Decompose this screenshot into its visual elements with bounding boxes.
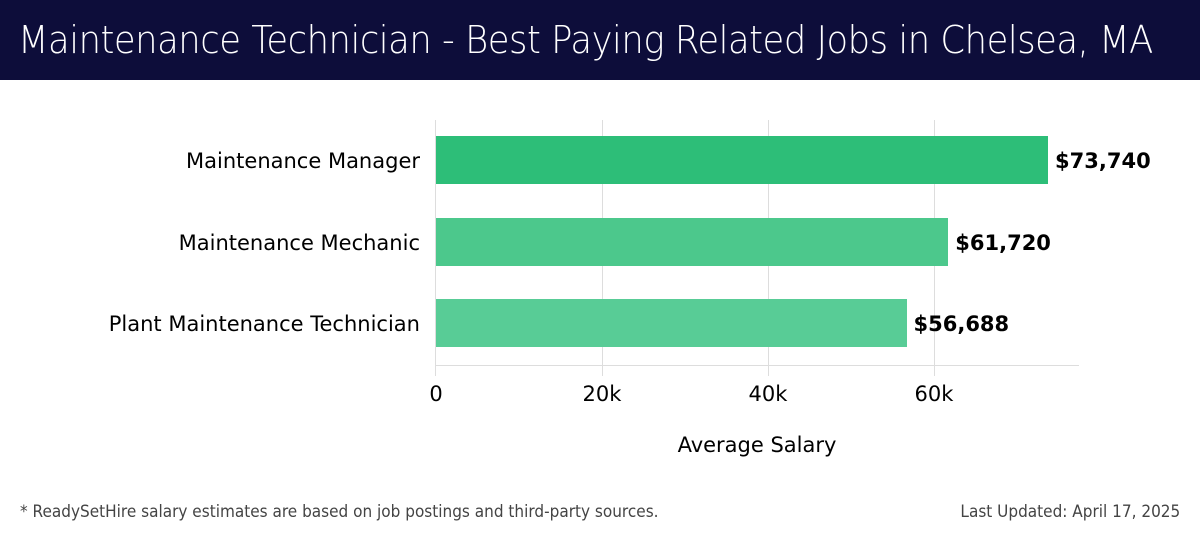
x-tick-label: 20k — [582, 382, 622, 406]
bar-value-label: $61,720 — [955, 231, 1051, 255]
bar — [436, 136, 1049, 184]
y-axis-line — [435, 120, 436, 376]
bar-value-label: $56,688 — [913, 312, 1010, 336]
bar — [436, 218, 949, 266]
bar-value-label: $73,740 — [1055, 149, 1151, 173]
category-label: Plant Maintenance Technician — [108, 312, 420, 336]
x-tick-label: 0 — [429, 382, 443, 406]
chart-header: Maintenance Technician - Best Paying Rel… — [0, 0, 1200, 80]
category-label: Maintenance Manager — [186, 149, 420, 173]
last-updated: Last Updated: April 17, 2025 — [960, 502, 1180, 522]
bar — [436, 299, 907, 347]
category-label: Maintenance Mechanic — [178, 231, 420, 255]
x-tick-label: 40k — [748, 382, 788, 406]
footnote: * ReadySetHire salary estimates are base… — [20, 502, 659, 522]
x-tick-label: 60k — [914, 382, 954, 406]
x-axis-line — [436, 365, 1079, 366]
chart-title: Maintenance Technician - Best Paying Rel… — [18, 18, 1153, 62]
x-axis-label: Average Salary — [677, 433, 837, 457]
